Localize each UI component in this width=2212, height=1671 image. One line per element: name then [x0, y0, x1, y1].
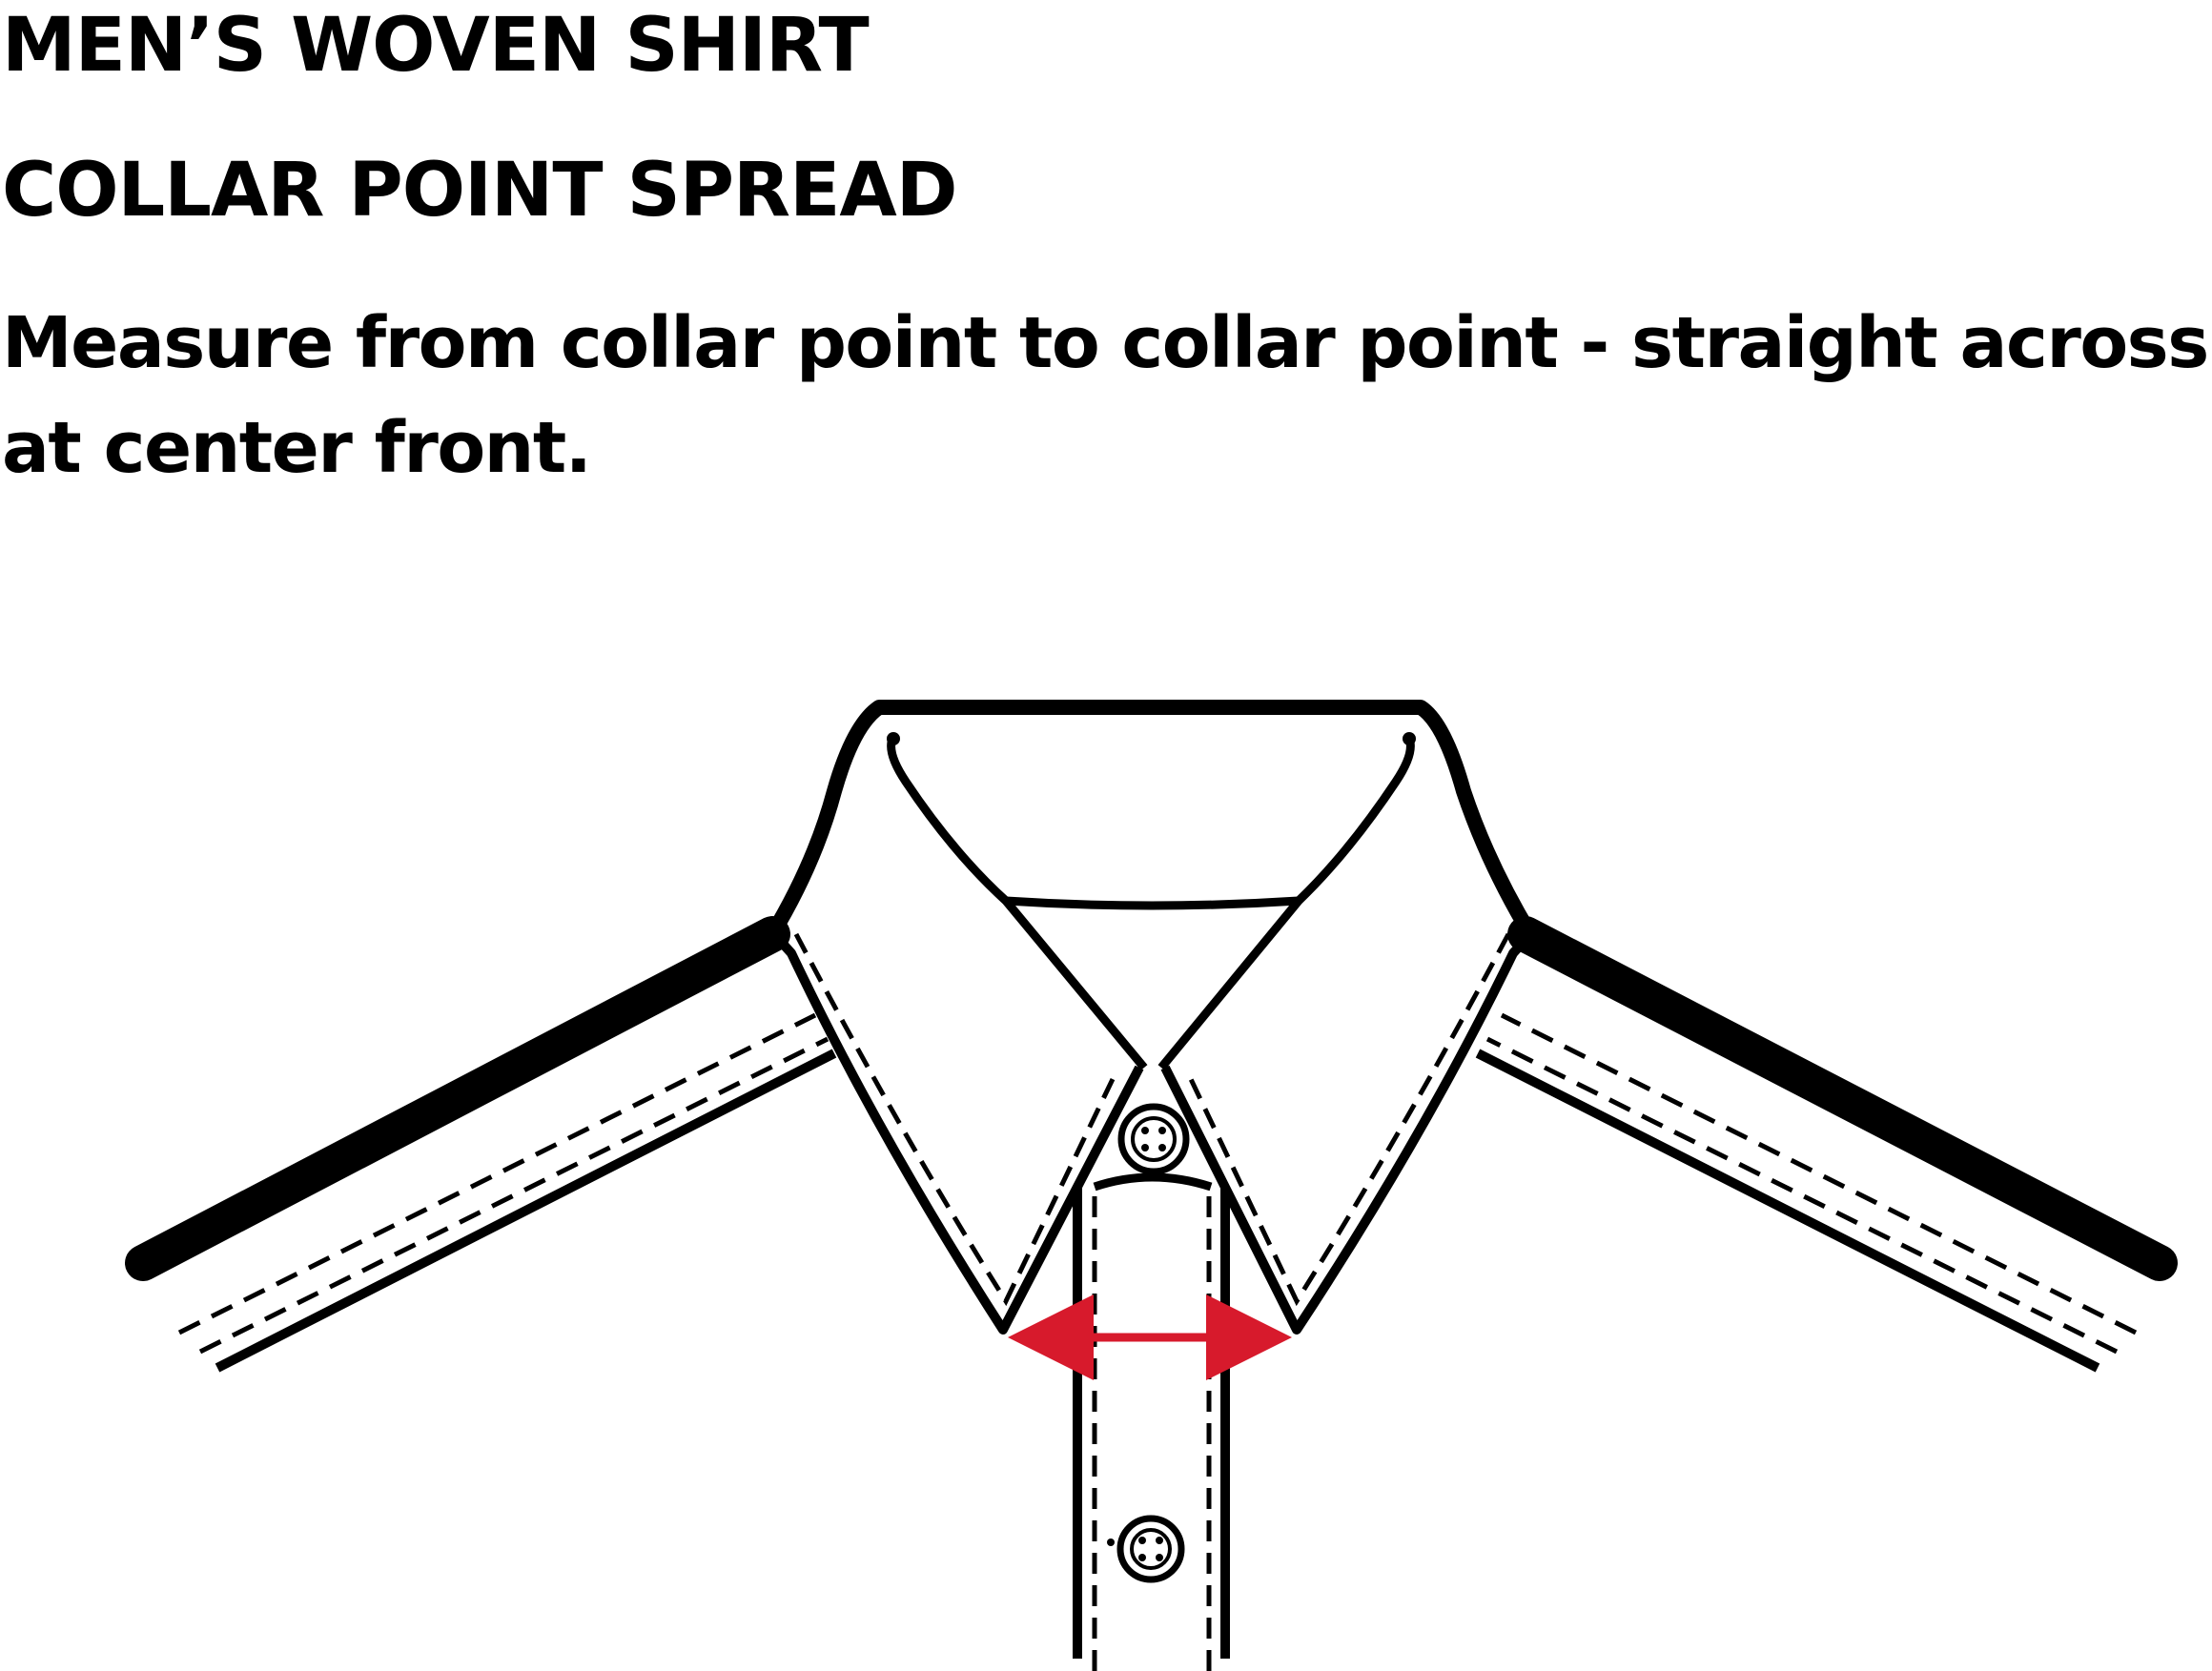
right-collar-leaf-stitching [1187, 932, 1511, 1307]
left-yoke-stitching-inner [198, 1036, 830, 1355]
right-yoke-stitching-inner [1485, 1036, 2119, 1355]
left-shoulder-seam [125, 916, 790, 1281]
right-shoulder-seam [1507, 916, 2178, 1281]
placket-top [1093, 1172, 1213, 1192]
page-subtitle: COLLAR POINT SPREAD [2, 148, 957, 234]
left-collar-leaf-stitching [793, 932, 1116, 1307]
right-collar-tip-dot [1403, 732, 1416, 745]
collar-neckline [1005, 896, 1300, 910]
right-collar-leaf [1160, 930, 1534, 1335]
right-yoke-stitching-outer [1500, 1012, 2138, 1335]
collar-button [1117, 1103, 1190, 1175]
back-collar-inner-right [1157, 737, 1415, 1070]
placket-button [1107, 1515, 1185, 1583]
page-title: MEN’S WOVEN SHIRT [2, 3, 870, 89]
back-collar-inner-left [887, 737, 1148, 1070]
right-yoke-edge [1475, 1049, 2100, 1373]
left-collar-tip-dot [887, 732, 900, 745]
left-yoke-edge [215, 1049, 837, 1373]
collar-band-outer [766, 700, 1537, 939]
left-collar-leaf [770, 930, 1144, 1335]
measurement-instruction: Measure from collar point to collar poin… [2, 302, 2209, 489]
left-yoke-stitching-outer [177, 1012, 817, 1335]
